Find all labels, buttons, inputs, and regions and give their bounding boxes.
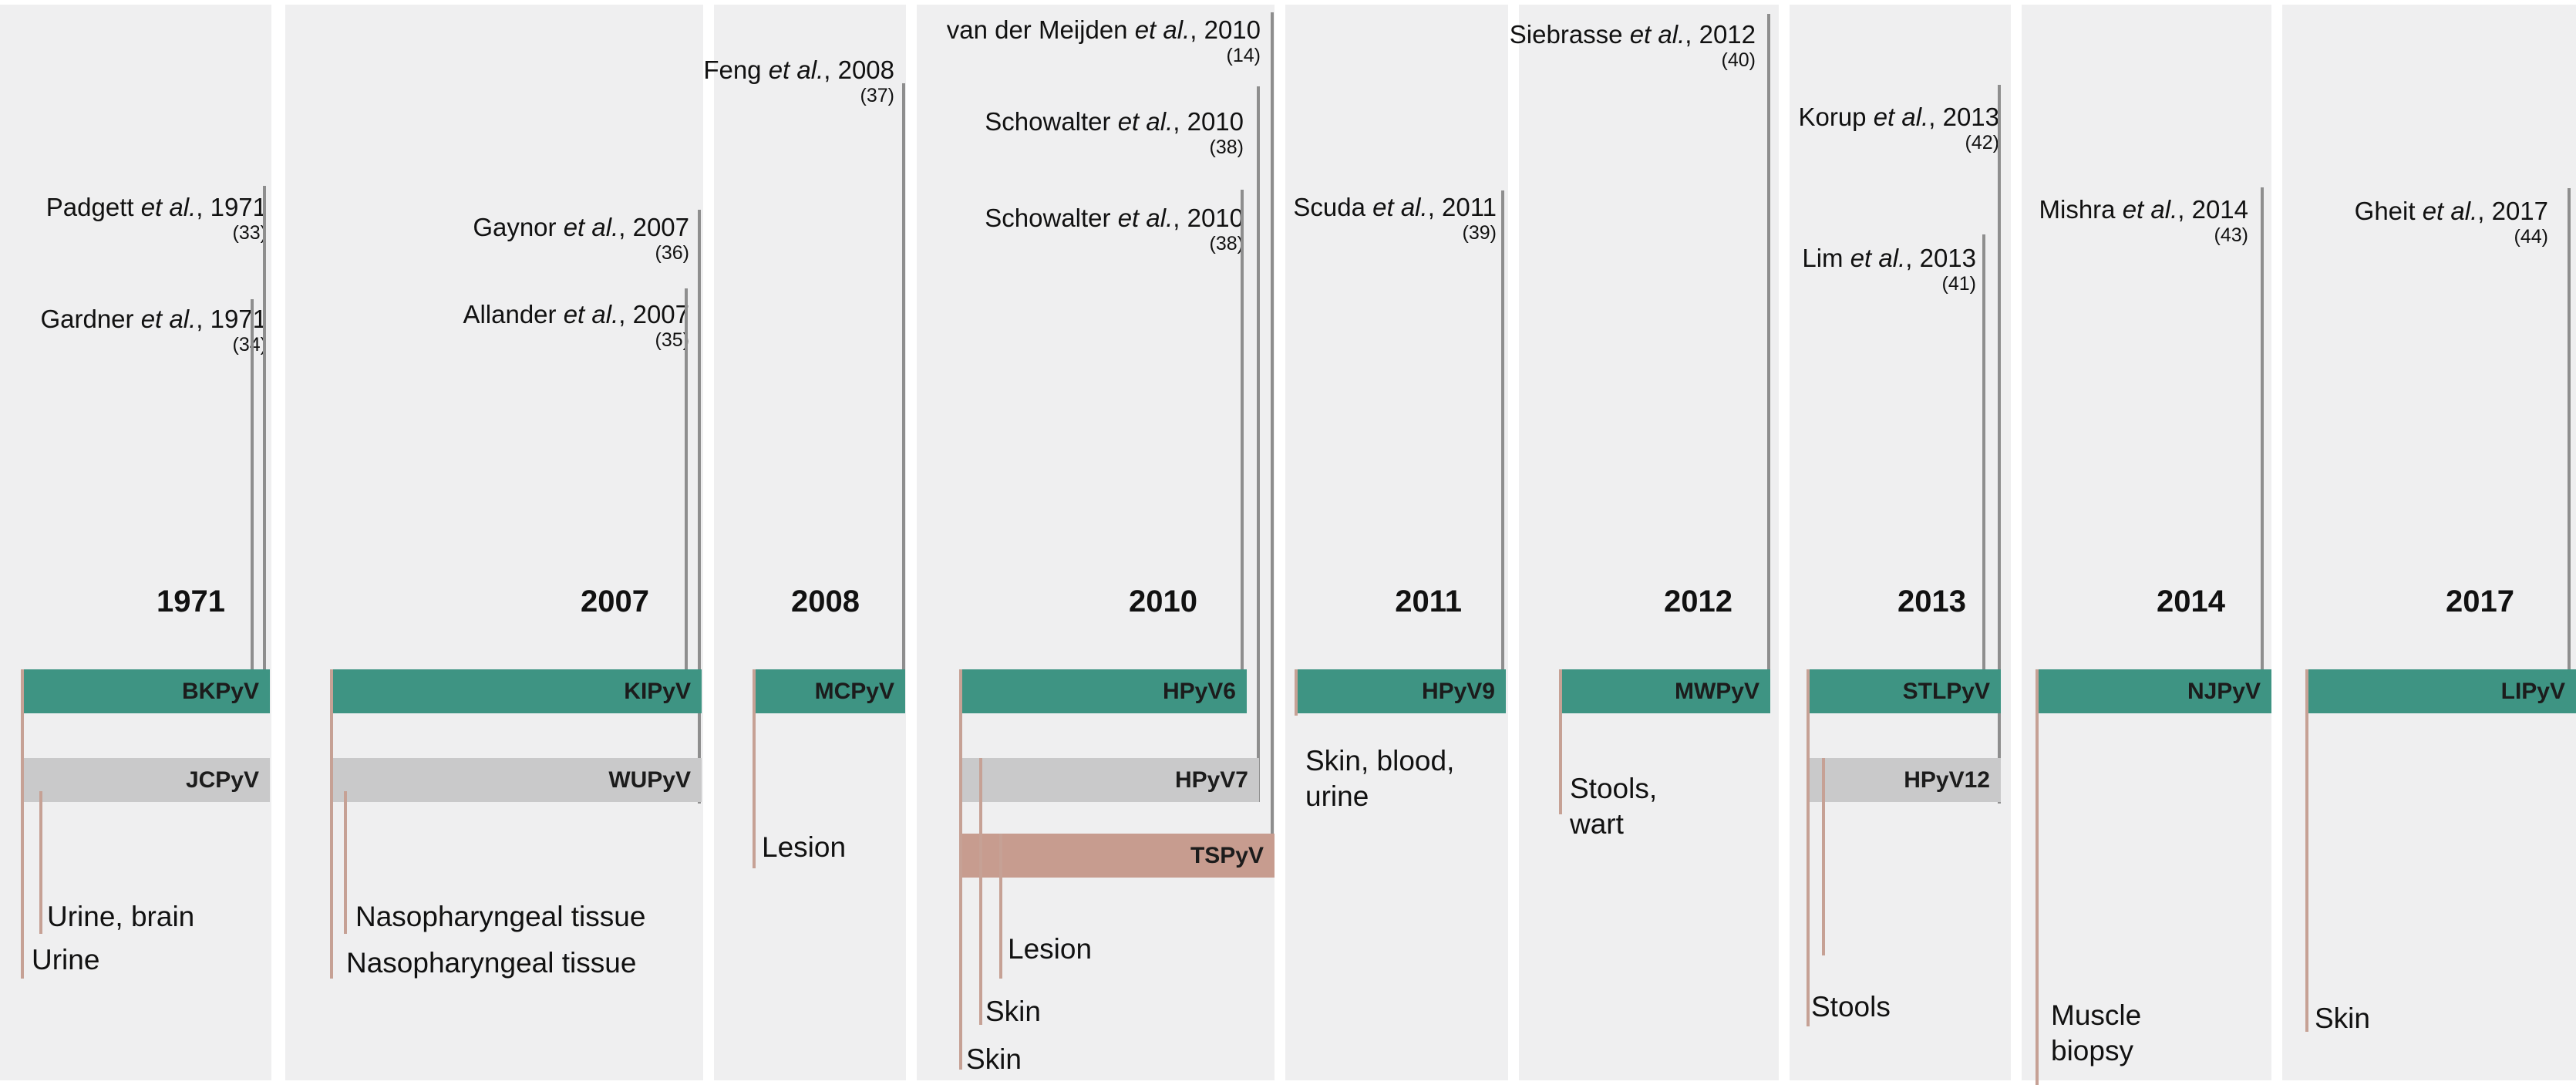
- source-line: [1559, 669, 1562, 814]
- year-label: 2012: [1664, 585, 1732, 618]
- year-label: 2014: [2157, 585, 2225, 618]
- year-label: 2017: [2446, 585, 2514, 618]
- column-2010: 2010 van der Meijden et al., 2010 (14) S…: [917, 5, 1275, 1080]
- reference-schowalter-1: Schowalter et al., 2010 (38): [985, 107, 1244, 158]
- source-line: [39, 791, 42, 934]
- reference-line: [1271, 12, 1274, 878]
- source-line: [999, 834, 1002, 979]
- reference-line: [698, 210, 701, 804]
- year-label: 1971: [157, 585, 225, 618]
- virus-bar-hpyv9: HPyV9: [1295, 669, 1506, 713]
- virus-bar-mcpyv: MCPyV: [753, 669, 905, 713]
- reference-line: [2568, 188, 2571, 669]
- source-line: [344, 791, 347, 934]
- virus-bar-tspyv: TSPyV: [959, 834, 1275, 878]
- reference-gaynor: Gaynor et al., 2007 (36): [473, 213, 689, 264]
- column-2011: 2011 Scuda et al., 2011 (39) HPyV9 Skin,…: [1285, 5, 1508, 1080]
- reference-gheit: Gheit et al., 2017 (44): [2354, 197, 2548, 248]
- reference-line: [251, 299, 254, 669]
- reference-line: [685, 288, 688, 669]
- source-line: [959, 669, 962, 1070]
- virus-bar-kipyv: KIPyV: [330, 669, 702, 713]
- column-2012: 2012 Siebrasse et al., 2012 (40) MWPyV S…: [1510, 5, 1779, 1080]
- virus-bar-mwpyv: MWPyV: [1559, 669, 1770, 713]
- reference-padgett: Padgett et al., 1971 (33): [45, 193, 267, 244]
- column-2014: 2014 Mishra et al., 2014 (43) NJPyV Musc…: [2022, 5, 2271, 1085]
- reference-line: [1241, 190, 1244, 669]
- source-line: [21, 669, 24, 979]
- source-label: Nasopharyngeal tissue: [355, 901, 646, 932]
- virus-bar-njpyv: NJPyV: [2036, 669, 2271, 713]
- reference-line: [1501, 190, 1504, 669]
- source-label: Skin: [966, 1043, 1022, 1075]
- virus-bar-hpyv6: HPyV6: [959, 669, 1247, 713]
- source-label: Lesion: [1008, 933, 1093, 965]
- column-2008: 2008 Feng et al., 2008 (37) MCPyV Lesion: [703, 5, 906, 1080]
- virus-bar-jcpyv: JCPyV: [21, 758, 270, 802]
- year-label: 2008: [791, 585, 860, 618]
- source-label: Urine, brain: [47, 901, 195, 932]
- reference-schowalter-2: Schowalter et al., 2010 (38): [985, 204, 1244, 254]
- column-1971: 1971 Padgett et al., 1971 (33) Gardner e…: [0, 5, 271, 1080]
- source-label: Stools: [1811, 991, 1891, 1023]
- source-line: [2305, 669, 2308, 1032]
- source-line: [2036, 669, 2039, 1085]
- reference-mishra: Mishra et al., 2014 (43): [2039, 195, 2249, 246]
- source-label: Skin: [2315, 1002, 2370, 1034]
- column-2013: 2013 Korup et al., 2013 (42) Lim et al.,…: [1790, 5, 2011, 1080]
- source-label: Nasopharyngeal tissue: [346, 947, 637, 979]
- virus-bar-hpyv12: HPyV12: [1807, 758, 2001, 802]
- source-line: [330, 669, 333, 979]
- source-line: [1807, 669, 1810, 1026]
- year-label: 2010: [1129, 585, 1197, 618]
- source-line: [753, 669, 756, 868]
- reference-feng: Feng et al., 2008 (37): [703, 56, 894, 106]
- virus-bar-bkpyv: BKPyV: [21, 669, 270, 713]
- virus-bar-hpyv7: HPyV7: [959, 758, 1259, 802]
- column-2007: 2007 Gaynor et al., 2007 (36) Allander e…: [285, 5, 703, 1080]
- reference-line: [2261, 187, 2264, 669]
- reference-line: [1257, 86, 1260, 802]
- reference-siebrasse: Siebrasse et al., 2012 (40): [1509, 20, 1756, 71]
- source-label: Muscle biopsy: [2051, 999, 2142, 1067]
- reference-lim: Lim et al., 2013 (41): [1802, 244, 1976, 295]
- reference-allander: Allander et al., 2007 (35): [463, 300, 689, 351]
- source-line: [1295, 669, 1298, 716]
- reference-korup: Korup et al., 2013 (42): [1798, 103, 1999, 153]
- virus-bar-stlpyv: STLPyV: [1807, 669, 2001, 713]
- virus-bar-lipyv: LIPyV: [2305, 669, 2576, 713]
- source-label: Skin: [985, 996, 1041, 1027]
- reference-van-der-meijden: van der Meijden et al., 2010 (14): [946, 15, 1261, 66]
- year-label: 2011: [1395, 585, 1462, 618]
- source-label: Lesion: [762, 831, 847, 863]
- virus-bar-wupyv: WUPyV: [330, 758, 702, 802]
- source-line: [979, 758, 982, 1025]
- reference-line: [1998, 85, 2001, 804]
- source-label: Skin, blood, urine: [1305, 745, 1455, 813]
- reference-gardner: Gardner et al., 1971 (34): [40, 305, 267, 355]
- column-2017: 2017 Gheit et al., 2017 (44) LIPyV Skin: [2282, 5, 2576, 1080]
- reference-line: [902, 83, 905, 669]
- reference-line: [1982, 234, 1985, 669]
- year-label: 2013: [1897, 585, 1966, 618]
- reference-scuda: Scuda et al., 2011 (39): [1293, 193, 1497, 244]
- source-line: [1822, 758, 1825, 955]
- year-label: 2007: [581, 585, 649, 618]
- reference-line: [1767, 14, 1770, 669]
- source-label: Stools, wart: [1570, 773, 1658, 841]
- reference-line: [263, 186, 266, 669]
- source-label: Urine: [32, 944, 100, 975]
